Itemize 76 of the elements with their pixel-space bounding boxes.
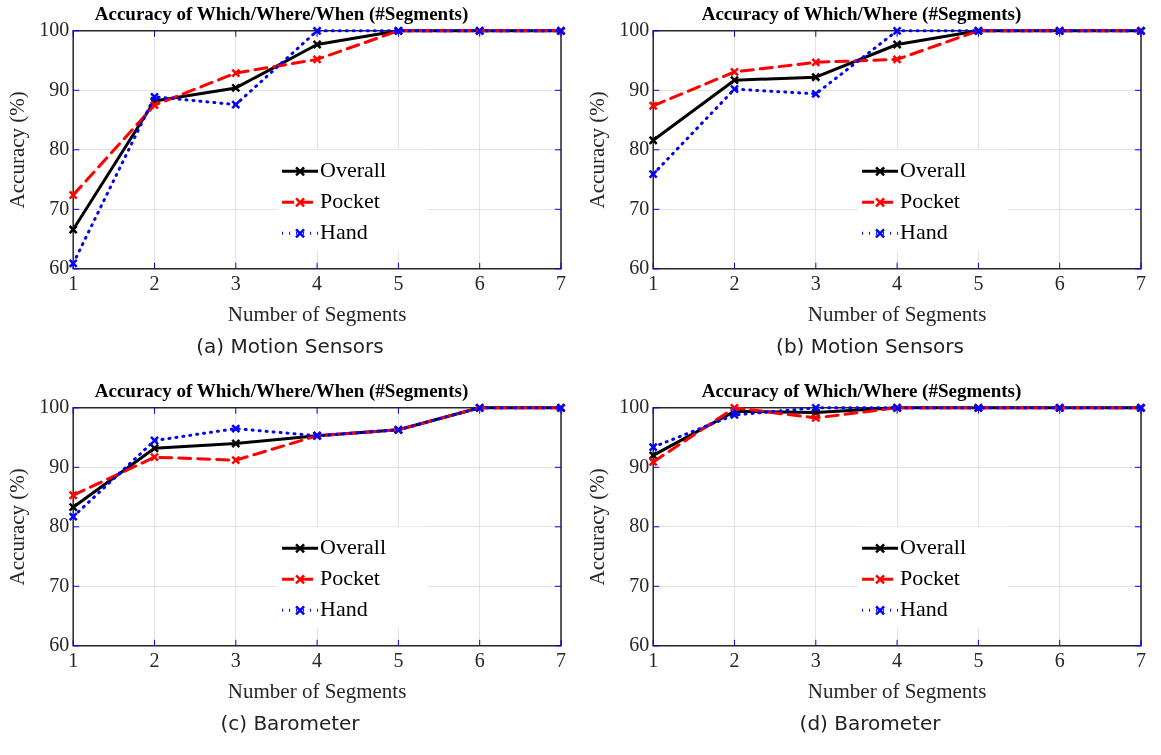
y-tick-label: 90: [629, 77, 650, 100]
x-tick-label: 5: [973, 272, 984, 295]
x-axis-title: Number of Segments: [807, 678, 987, 703]
x-axis-title: Number of Segments: [227, 678, 407, 703]
y-axis-title: Accuracy (%): [585, 91, 610, 209]
legend-label: Overall: [320, 534, 387, 560]
y-tick-label: 90: [49, 454, 70, 477]
text: (a) Motion Sensors: [195, 334, 385, 358]
x-axis-title: Number of Segments: [227, 301, 407, 326]
y-tick-label: 80: [629, 137, 650, 160]
legend-label: Hand: [900, 219, 948, 245]
legend-label: Hand: [900, 596, 948, 622]
x-tick-label: 3: [230, 272, 241, 295]
y-tick-label: 80: [629, 514, 650, 537]
x-tick-label: 4: [312, 272, 323, 295]
x-tick-label: 1: [68, 649, 79, 672]
x-tick-label: 2: [149, 649, 160, 672]
x-tick-label: 6: [1054, 649, 1065, 672]
x-tick-label: 1: [648, 272, 659, 295]
x-tick-label: 7: [556, 649, 566, 672]
legend-label: Pocket: [900, 565, 960, 591]
y-tick-label: 60: [629, 256, 650, 279]
y-axis-title: Accuracy (%): [5, 91, 30, 209]
x-tick-label: 7: [556, 272, 566, 295]
legend-label: Pocket: [320, 565, 380, 591]
y-axis-title: Accuracy (%): [585, 468, 610, 586]
y-tick-label: 60: [629, 633, 650, 656]
chart-title: Accuracy of Which/Where (#Segments): [701, 3, 1022, 26]
x-tick-label: 1: [68, 272, 79, 295]
y-tick-label: 70: [629, 573, 650, 596]
x-tick-label: 2: [729, 272, 740, 295]
x-tick-label: 6: [474, 272, 485, 295]
y-tick-label: 90: [629, 454, 650, 477]
legend-label: Hand: [320, 219, 368, 245]
y-tick-label: 70: [49, 196, 70, 219]
x-tick-label: 4: [892, 649, 903, 672]
x-tick-label: 5: [973, 649, 984, 672]
x-tick-label: 5: [393, 272, 404, 295]
x-tick-label: 3: [810, 649, 821, 672]
text: (c) Barometer: [219, 711, 361, 735]
legend-label: Pocket: [320, 188, 380, 214]
x-tick-label: 6: [474, 649, 485, 672]
x-tick-label: 6: [1054, 272, 1065, 295]
y-tick-label: 100: [619, 18, 650, 41]
legend-label: Overall: [900, 157, 967, 183]
chart-title: Accuracy of Which/Where/When (#Segments): [94, 380, 469, 403]
y-tick-label: 60: [49, 256, 70, 279]
x-tick-label: 5: [393, 649, 404, 672]
x-axis-title: Number of Segments: [807, 301, 987, 326]
x-tick-label: 1: [648, 649, 659, 672]
x-tick-label: 4: [892, 272, 903, 295]
y-tick-label: 70: [49, 573, 70, 596]
legend-label: Overall: [320, 157, 387, 183]
y-tick-label: 90: [49, 77, 70, 100]
legend-label: Pocket: [900, 188, 960, 214]
y-axis-title: Accuracy (%): [5, 468, 30, 586]
legend-label: Hand: [320, 596, 368, 622]
y-tick-label: 100: [39, 395, 70, 418]
x-tick-label: 2: [729, 649, 740, 672]
x-tick-label: 7: [1136, 649, 1146, 672]
y-tick-label: 80: [49, 514, 70, 537]
y-tick-label: 60: [49, 633, 70, 656]
x-tick-label: 4: [312, 649, 323, 672]
x-tick-label: 2: [149, 272, 160, 295]
x-tick-label: 3: [810, 272, 821, 295]
y-tick-label: 100: [619, 395, 650, 418]
text: (b) Motion Sensors: [775, 334, 965, 358]
y-tick-label: 100: [39, 18, 70, 41]
text: (d) Barometer: [798, 711, 942, 735]
x-tick-label: 3: [230, 649, 241, 672]
y-tick-label: 80: [49, 137, 70, 160]
chart-title: Accuracy of Which/Where (#Segments): [701, 380, 1022, 403]
chart-title: Accuracy of Which/Where/When (#Segments): [94, 3, 469, 26]
legend-label: Overall: [900, 534, 967, 560]
x-tick-label: 7: [1136, 272, 1146, 295]
y-tick-label: 70: [629, 196, 650, 219]
